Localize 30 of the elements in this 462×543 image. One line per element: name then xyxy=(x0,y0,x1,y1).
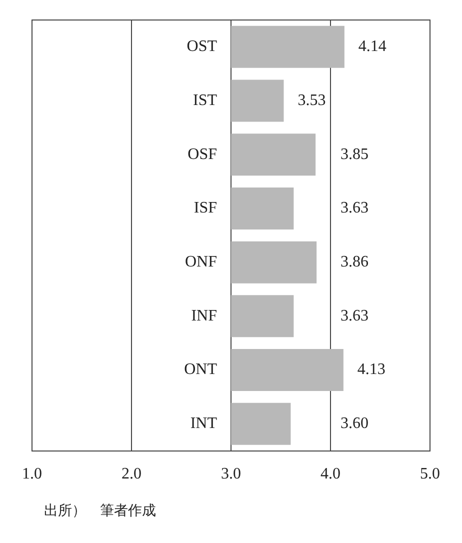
y-tick-label: ISF xyxy=(194,200,218,217)
bar xyxy=(231,80,284,122)
y-tick-label: OSF xyxy=(188,146,218,163)
data-label: 4.14 xyxy=(358,38,386,56)
data-label: 3.60 xyxy=(340,415,368,432)
y-tick-label: ONF xyxy=(184,254,218,271)
y-tick-label: ONT xyxy=(184,361,218,378)
bar xyxy=(231,295,294,338)
data-label: 3.85 xyxy=(340,146,368,163)
text: 出所） 筆者作成 xyxy=(44,502,157,520)
data-label: 3.63 xyxy=(340,200,368,217)
data-label: 3.53 xyxy=(298,92,326,109)
data-label: 3.86 xyxy=(340,254,368,271)
x-tick-label: 2.0 xyxy=(122,466,142,483)
y-tick-label: INT xyxy=(190,415,218,432)
bar xyxy=(231,349,344,392)
y-tick-label: IST xyxy=(193,92,218,109)
bar xyxy=(231,26,344,68)
x-tick-label: 1.0 xyxy=(22,466,42,483)
x-tick-label: 5.0 xyxy=(420,466,440,483)
bar xyxy=(231,241,317,284)
data-label: 4.13 xyxy=(357,361,386,378)
bar xyxy=(231,134,316,176)
x-tick-label: 4.0 xyxy=(320,466,340,483)
y-tick-label: OST xyxy=(186,38,218,56)
x-tick-label: 3.0 xyxy=(221,466,241,483)
y-tick-label: INF xyxy=(191,307,218,324)
bar xyxy=(231,402,291,445)
bar xyxy=(231,187,294,230)
data-label: 3.63 xyxy=(340,307,368,324)
